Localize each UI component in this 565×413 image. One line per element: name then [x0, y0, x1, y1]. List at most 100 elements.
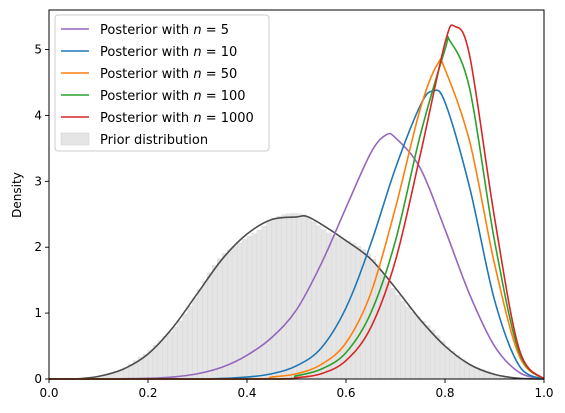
- prior-bar: [217, 258, 223, 380]
- prior-bar: [454, 355, 461, 380]
- prior-bar: [281, 214, 287, 380]
- prior-bar: [355, 246, 362, 380]
- prior-bar: [157, 340, 164, 380]
- prior-bar: [231, 246, 238, 380]
- prior-bar: [167, 332, 173, 380]
- series-line-5: [48, 24, 545, 380]
- y-axis-ticks: 0 1 2 3 4 5: [34, 43, 49, 386]
- prior-bar: [182, 313, 188, 380]
- prior-bar: [172, 326, 178, 380]
- prior-bar: [271, 218, 277, 380]
- prior-bar: [459, 359, 466, 380]
- prior-bar: [276, 216, 282, 380]
- prior-bar: [296, 213, 302, 380]
- legend-label: Posterior with n = 10: [100, 45, 237, 60]
- prior-bar: [410, 311, 416, 380]
- legend-label-prefix: Posterior with: [100, 89, 193, 104]
- y-tick-label: 1: [34, 306, 42, 320]
- legend-swatch-prior: [60, 132, 90, 146]
- prior-bar: [177, 320, 183, 380]
- y-tick-label: 2: [34, 240, 42, 254]
- prior-bar: [261, 226, 268, 380]
- legend-label-value: = 5: [202, 23, 229, 38]
- prior-bar: [222, 253, 228, 380]
- prior-bar: [405, 306, 411, 380]
- prior-bar: [415, 316, 421, 380]
- x-tick-label: 0.6: [336, 386, 355, 400]
- series-line-1: [48, 132, 545, 380]
- prior-bar: [212, 265, 218, 380]
- prior-bar: [395, 294, 401, 380]
- x-tick-label: 0.4: [237, 386, 256, 400]
- legend-label-variable: n: [193, 45, 201, 60]
- y-tick-label: 5: [34, 43, 42, 57]
- legend-label-variable: n: [193, 67, 201, 82]
- y-tick-label: 4: [34, 108, 42, 122]
- legend-label-variable: n: [193, 23, 201, 38]
- prior-bar: [197, 289, 203, 380]
- legend-label-value: = 10: [202, 45, 238, 60]
- prior-bar: [246, 236, 253, 380]
- prior-bar: [439, 341, 446, 380]
- plot-frame: [48, 9, 545, 380]
- x-axis-ticks: 0.0 0.2 0.4 0.6 0.8 1.0: [39, 379, 554, 400]
- legend-label-variable: n: [193, 111, 201, 126]
- y-axis-label: Density: [10, 172, 24, 218]
- prior-bar: [291, 213, 297, 380]
- legend-label-prefix: Posterior with: [100, 23, 193, 38]
- legend-box: [54, 14, 270, 152]
- series-line-3: [48, 58, 545, 380]
- legend-label-prefix: Posterior with: [100, 45, 193, 60]
- prior-bar: [390, 288, 396, 380]
- y-tick-label: 0: [34, 372, 42, 386]
- prior-bar: [375, 266, 381, 380]
- prior-bar: [162, 336, 169, 380]
- series-line-4: [48, 35, 545, 380]
- prior-bar: [350, 243, 357, 380]
- prior-bar: [444, 346, 451, 380]
- legend-label: Posterior with n = 1000: [100, 111, 254, 126]
- prior-bar: [266, 221, 272, 380]
- prior-bar: [380, 273, 386, 380]
- prior-bar: [202, 280, 208, 380]
- prior-bar: [306, 217, 312, 380]
- prior-bar: [321, 229, 327, 380]
- prior-bar: [464, 363, 470, 380]
- prior-bar: [251, 233, 258, 380]
- prior-bar: [400, 301, 406, 380]
- series-line-2: [48, 89, 545, 380]
- legend-label-prefix: Posterior with: [100, 111, 193, 126]
- prior-bar: [286, 213, 292, 380]
- prior-bar: [420, 320, 426, 380]
- prior-bar: [326, 232, 332, 380]
- legend-label: Posterior with n = 50: [100, 67, 237, 82]
- prior-bar: [187, 306, 193, 380]
- prior-bar: [226, 249, 233, 380]
- prior-bar: [207, 272, 213, 380]
- x-tick-label: 1.0: [534, 386, 553, 400]
- prior-bar: [434, 335, 441, 380]
- prior-bar: [316, 225, 322, 380]
- x-tick-label: 0.2: [138, 386, 157, 400]
- prior-bar: [429, 330, 436, 380]
- prior-density-line: [48, 214, 545, 380]
- legend-label: Posterior with n = 100: [100, 89, 246, 104]
- legend-label-value: = 50: [202, 67, 238, 82]
- legend-label: Posterior with n = 5: [100, 23, 229, 38]
- x-tick-label: 0.8: [435, 386, 454, 400]
- legend-label-variable: n: [193, 89, 201, 104]
- prior-bar: [425, 325, 431, 380]
- prior-bar: [152, 344, 159, 380]
- legend-label-prefix: Posterior with: [100, 67, 193, 82]
- prior-bar: [469, 366, 475, 380]
- prior-bar: [385, 281, 391, 380]
- legend-label-value: = 100: [202, 89, 246, 104]
- y-tick-label: 3: [34, 174, 42, 188]
- legend-label-prior: Prior distribution: [100, 133, 208, 148]
- prior-bar: [192, 297, 198, 380]
- posterior-lines: [48, 24, 545, 380]
- legend-label-value: = 1000: [202, 111, 254, 126]
- prior-bar: [256, 230, 263, 380]
